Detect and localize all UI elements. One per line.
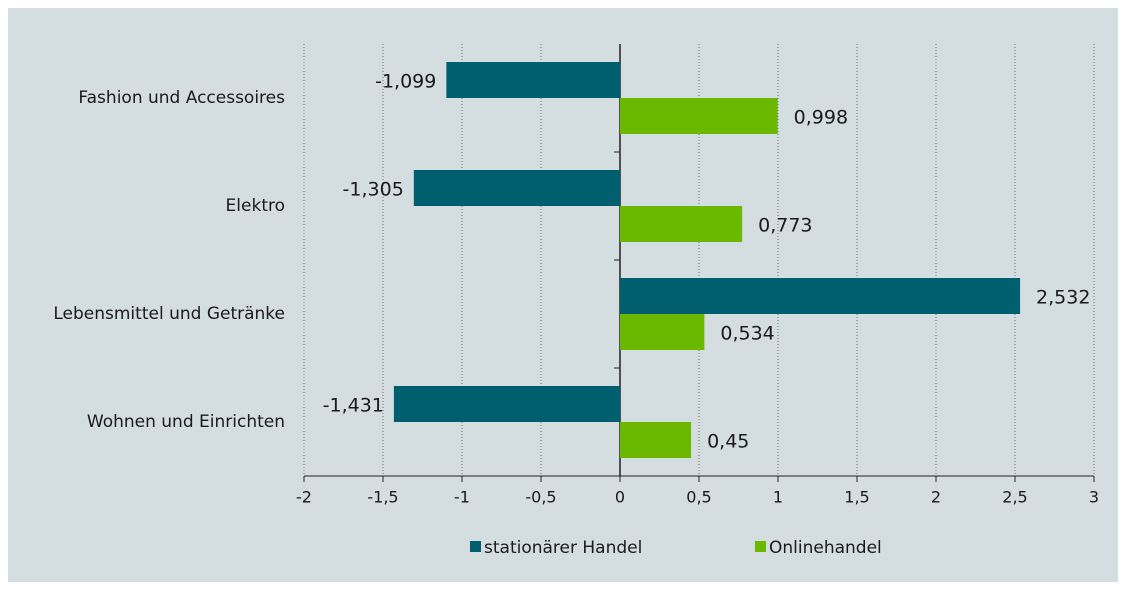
x-tick-label: -1 <box>454 488 470 507</box>
x-tick-label: 1 <box>773 488 783 507</box>
category-label: Fashion und Accessoires <box>78 88 285 108</box>
legend-swatch <box>755 541 766 552</box>
x-tick-label: 0 <box>615 488 625 507</box>
x-tick-label: -0,5 <box>525 488 556 507</box>
bar <box>620 314 705 350</box>
bar <box>620 206 743 242</box>
value-label: 2,532 <box>1036 287 1090 309</box>
legend-label: Onlinehandel <box>769 538 882 558</box>
bar <box>620 98 778 134</box>
value-label: 0,534 <box>720 323 774 345</box>
category-label: Elektro <box>226 196 285 216</box>
x-tick-label: 2 <box>931 488 941 507</box>
bar <box>393 386 620 422</box>
x-tick-label: -2 <box>296 488 312 507</box>
x-tick-label: 0,5 <box>686 488 711 507</box>
x-tick-label: 1,5 <box>844 488 869 507</box>
x-tick-label: 3 <box>1089 488 1099 507</box>
value-label: 0,45 <box>707 431 749 453</box>
bar <box>446 62 620 98</box>
legend-label: stationärer Handel <box>484 538 642 558</box>
bar <box>620 422 692 458</box>
value-label: -1,431 <box>323 395 384 417</box>
value-label: -1,305 <box>343 179 404 201</box>
x-tick-label: 2,5 <box>1002 488 1027 507</box>
category-label: Lebensmittel und Getränke <box>53 304 285 324</box>
bar <box>620 278 1021 314</box>
value-label: 0,998 <box>794 107 848 129</box>
value-label: -1,099 <box>375 71 436 93</box>
x-tick-label: -1,5 <box>367 488 398 507</box>
value-label: 0,773 <box>758 215 812 237</box>
category-label: Wohnen und Einrichten <box>87 412 285 432</box>
legend-swatch <box>470 541 481 552</box>
bar <box>413 170 620 206</box>
